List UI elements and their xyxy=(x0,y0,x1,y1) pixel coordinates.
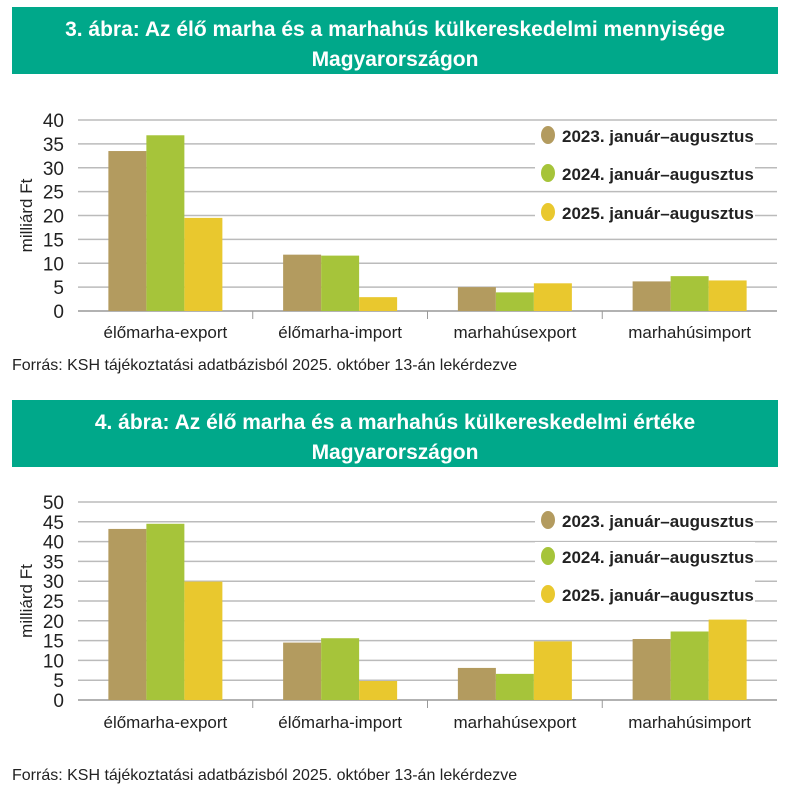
y-tick-label: 40 xyxy=(43,111,64,132)
x-tick-label: marhahúsimport xyxy=(628,713,751,732)
bar xyxy=(146,523,185,700)
y-axis-label: milliárd Ft xyxy=(17,178,36,252)
y-tick-label: 25 xyxy=(43,592,64,613)
legend-background xyxy=(535,159,755,189)
bar xyxy=(708,280,747,311)
y-tick-label: 50 xyxy=(43,493,64,514)
y-tick-label: 30 xyxy=(43,572,64,593)
y-tick-label: 20 xyxy=(43,207,64,228)
y-tick-label: 15 xyxy=(43,632,64,653)
y-tick-label: 20 xyxy=(43,612,64,633)
y-tick-label: 30 xyxy=(43,159,64,180)
bar xyxy=(146,135,185,311)
bar xyxy=(359,297,398,311)
x-tick-label: élőmarha-export xyxy=(103,713,227,732)
legend-marker xyxy=(541,164,555,182)
bar xyxy=(108,151,147,311)
bar xyxy=(708,619,747,700)
bar xyxy=(533,641,572,700)
bar xyxy=(457,667,496,700)
bar xyxy=(632,639,671,700)
legend-marker xyxy=(541,203,555,221)
bar xyxy=(321,255,360,311)
x-tick-label: marhahúsimport xyxy=(628,323,751,342)
x-tick-label: élőmarha-import xyxy=(278,323,402,342)
legend-background xyxy=(535,580,755,610)
y-tick-label: 0 xyxy=(53,691,64,712)
x-tick-label: marhahúsexport xyxy=(453,713,576,732)
y-tick-label: 40 xyxy=(43,533,64,554)
bar xyxy=(108,528,147,700)
x-tick-label: élőmarha-import xyxy=(278,713,402,732)
chart-2-title: 4. ábra: Az élő marha és a marhahús külk… xyxy=(12,400,778,467)
bar xyxy=(457,287,496,311)
y-tick-label: 35 xyxy=(43,552,64,573)
legend-label: 2025. január–augusztus xyxy=(562,204,754,223)
legend-background xyxy=(535,198,755,228)
bar xyxy=(495,673,534,700)
bar xyxy=(321,638,360,700)
y-tick-label: 5 xyxy=(53,278,64,299)
y-axis-label: milliárd Ft xyxy=(17,564,36,638)
chart-2-source: Forrás: KSH tájékoztatási adatbázisból 2… xyxy=(12,767,518,784)
y-tick-label: 5 xyxy=(53,671,64,692)
bar xyxy=(283,254,322,311)
bar xyxy=(184,217,223,311)
y-tick-label: 10 xyxy=(43,651,64,672)
x-tick-label: élőmarha-export xyxy=(103,323,227,342)
legend-label: 2024. január–augusztus xyxy=(562,548,754,567)
legend-label: 2023. január–augusztus xyxy=(562,127,754,146)
bar xyxy=(533,283,572,311)
y-tick-label: 0 xyxy=(53,302,64,323)
bar xyxy=(184,581,223,700)
y-tick-label: 15 xyxy=(43,230,64,251)
bar xyxy=(495,292,534,311)
y-tick-label: 35 xyxy=(43,135,64,156)
bar xyxy=(359,680,398,700)
bar xyxy=(283,642,322,700)
x-tick-label: marhahúsexport xyxy=(453,323,576,342)
y-tick-label: 10 xyxy=(43,254,64,275)
chart-1-source: Forrás: KSH tájékoztatási adatbázisból 2… xyxy=(12,357,518,374)
legend-background xyxy=(535,542,755,572)
chart-1-title: 3. ábra: Az élő marha és a marhahús külk… xyxy=(12,7,778,74)
legend-background xyxy=(535,121,755,151)
y-tick-label: 45 xyxy=(43,513,64,534)
legend-marker xyxy=(541,126,555,144)
bar xyxy=(670,631,709,700)
legend-label: 2025. január–augusztus xyxy=(562,586,754,605)
bar xyxy=(632,281,671,311)
legend-marker xyxy=(541,585,555,603)
y-tick-label: 25 xyxy=(43,183,64,204)
legend-background xyxy=(535,506,755,536)
legend-marker xyxy=(541,547,555,565)
bar xyxy=(670,276,709,311)
legend-label: 2023. január–augusztus xyxy=(562,512,754,531)
legend-label: 2024. január–augusztus xyxy=(562,165,754,184)
legend-marker xyxy=(541,511,555,529)
